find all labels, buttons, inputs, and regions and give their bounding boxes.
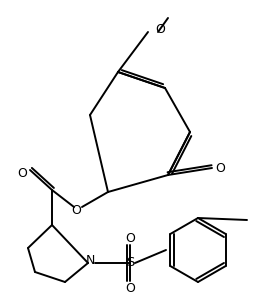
- Text: O: O: [125, 232, 135, 245]
- Text: N: N: [85, 253, 95, 266]
- Text: O: O: [71, 204, 81, 217]
- Text: S: S: [126, 257, 134, 270]
- Text: O: O: [125, 282, 135, 294]
- Text: O: O: [215, 161, 225, 175]
- Text: O: O: [155, 22, 165, 35]
- Text: O: O: [17, 167, 27, 180]
